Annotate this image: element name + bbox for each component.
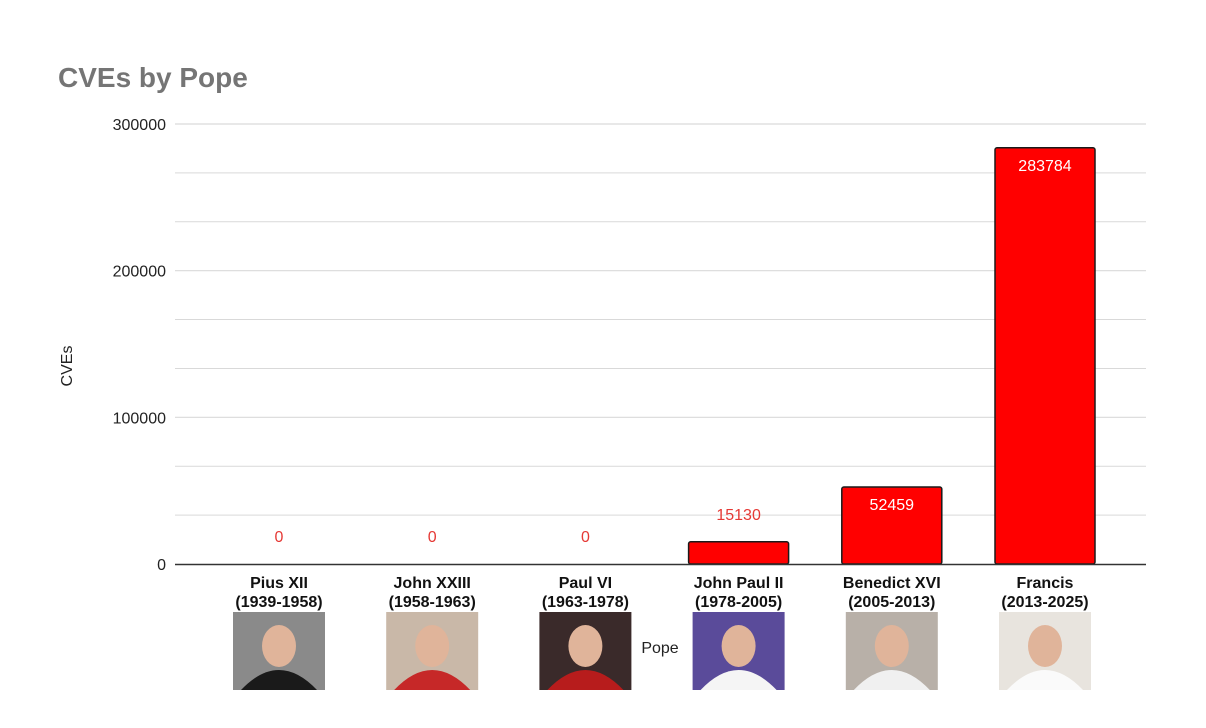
pope-portrait-photo: [845, 612, 938, 690]
category-years-label: (1958-1963): [389, 594, 476, 611]
pope-portrait-photo: [539, 612, 632, 690]
pope-portrait-photo: [233, 612, 325, 690]
category-years-label: (1978-2005): [695, 594, 782, 611]
chart-title: CVEs by Pope: [58, 62, 248, 93]
data-label: 0: [428, 529, 437, 546]
category-name-label: Francis: [1017, 575, 1074, 592]
y-axis-title: CVEs: [59, 346, 76, 387]
pope-portrait-photo: [386, 612, 479, 690]
portraits: [233, 612, 1091, 690]
y-tick-label: 100000: [113, 410, 166, 427]
data-label: 15130: [716, 507, 761, 524]
y-tick-label: 300000: [113, 117, 166, 134]
category-name-label: Paul VI: [559, 575, 612, 592]
category-years-label: (1963-1978): [542, 594, 629, 611]
category-name-label: John XXIII: [394, 575, 471, 592]
bar: [687, 541, 790, 565]
category-years-label: (2005-2013): [848, 594, 935, 611]
data-label: 52459: [870, 497, 915, 514]
bar: [994, 147, 1096, 565]
y-tick-label: 0: [157, 557, 166, 574]
category-years-label: (1939-1958): [235, 594, 322, 611]
x-axis-title: Pope: [641, 640, 678, 657]
x-axis-category-labels: Pius XII (1939-1958) John XXIII (1958-1963)…: [235, 575, 1088, 611]
data-label: 283784: [1018, 158, 1071, 175]
y-axis-ticks: 0 100000 200000 300000: [113, 117, 166, 574]
data-labels: 0 0 0 15130 52459 283784: [275, 158, 1072, 546]
category-name-label: John Paul II: [694, 575, 784, 592]
pope-portrait-photo: [692, 612, 785, 690]
gridlines: [175, 123, 1146, 516]
pope-portrait-photo: [999, 612, 1091, 690]
category-name-label: Pius XII: [250, 575, 308, 592]
category-years-label: (2013-2025): [1001, 594, 1088, 611]
y-tick-label: 200000: [113, 264, 166, 281]
bars: [687, 147, 1096, 565]
data-label: 0: [581, 529, 590, 546]
category-name-label: Benedict XVI: [843, 575, 941, 592]
data-label: 0: [275, 529, 284, 546]
